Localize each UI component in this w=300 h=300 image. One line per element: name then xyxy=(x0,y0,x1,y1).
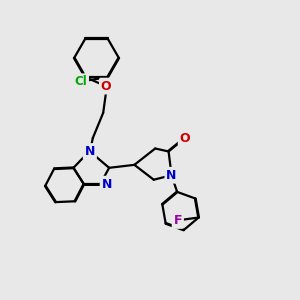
Text: N: N xyxy=(102,178,112,191)
Text: O: O xyxy=(180,132,190,145)
Text: F: F xyxy=(174,214,182,227)
Text: N: N xyxy=(167,169,177,182)
Text: N: N xyxy=(85,145,95,158)
Text: O: O xyxy=(101,80,112,93)
Text: Cl: Cl xyxy=(74,75,87,88)
